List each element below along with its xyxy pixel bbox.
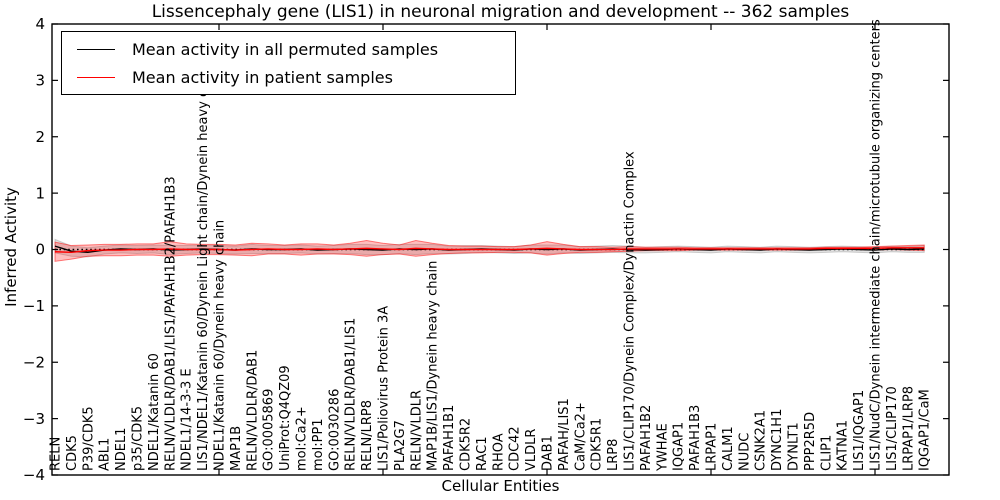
x-tick-label: CDC42 xyxy=(508,426,523,471)
x-tick-label: LIS1/NudC/Dynein intermediate chain/micr… xyxy=(869,19,884,471)
x-tick-label: VLDLR xyxy=(524,429,539,471)
x-tick-label: IQGAP1/CaM xyxy=(918,389,933,471)
x-tick-label: LRPAP1 xyxy=(705,423,720,471)
x-axis-label: Cellular Entities xyxy=(441,477,560,495)
x-tick-label: PLA2G7 xyxy=(393,420,408,471)
legend-label-patient: Mean activity in patient samples xyxy=(132,67,393,87)
x-tick-label: LIS1/NDEL1/Katanin 60/Dynein Light chain… xyxy=(196,62,211,471)
x-tick-label: mol:Ca2+ xyxy=(295,406,310,471)
x-tick-label: PAFAH1B1 xyxy=(442,405,457,471)
x-tick-label: IQGAP1 xyxy=(672,422,687,471)
x-tick-label: LIS1/Poliovirus Protein 3A xyxy=(377,306,392,471)
x-tick-label: LIS1/IQGAP1 xyxy=(852,390,867,471)
x-tick-label: PAFAH1B3 xyxy=(688,405,703,471)
x-tick-label: CLIP1 xyxy=(819,435,834,471)
x-tick-label: UniProt:Q4QZ09 xyxy=(278,365,293,471)
x-tick-label: DYNC1H1 xyxy=(770,409,785,471)
x-tick-label: CSNK2A1 xyxy=(754,410,769,471)
legend-item-patient: Mean activity in patient samples xyxy=(62,64,515,90)
x-tick-label: CaM/Ca2+ xyxy=(573,402,588,471)
x-tick-label: RAC1 xyxy=(475,436,490,471)
x-tick-label: mol:PP1 xyxy=(311,418,326,471)
x-tick-label: DAB1 xyxy=(541,435,556,471)
y-tick-label: 4 xyxy=(35,15,45,33)
y-tick-label: −3 xyxy=(23,410,45,428)
legend-item-permuted: Mean activity in all permuted samples xyxy=(62,36,515,62)
x-tick-label: RELN/VLDLR/DAB1/LIS1/PAFAH1B2/PAFAH1B3 xyxy=(163,176,178,471)
x-tick-label: RELN/VLDLR xyxy=(409,390,424,471)
x-tick-label: GO:0030286 xyxy=(327,389,342,471)
y-tick-label: 0 xyxy=(35,241,45,259)
x-tick-label: CDK5R1 xyxy=(590,418,605,471)
legend-line-patient-icon xyxy=(77,76,115,78)
x-tick-label: PPP2R5D xyxy=(803,412,818,471)
x-tick-label: DYNLT1 xyxy=(787,422,802,471)
x-tick-label: NDEL1 xyxy=(114,428,129,471)
x-tick-label: MAP1B/LIS1/Dynein heavy chain xyxy=(426,261,441,471)
patient-mean-line xyxy=(54,247,925,254)
x-tick-label: LRPAP1/LRP8 xyxy=(901,386,916,471)
legend-label-permuted: Mean activity in all permuted samples xyxy=(132,39,439,59)
x-tick-label: GO:0005869 xyxy=(262,389,277,471)
y-tick-label: −1 xyxy=(23,297,45,315)
x-tick-label: CDK5R2 xyxy=(459,418,474,471)
x-tick-label: ABL1 xyxy=(98,438,113,471)
x-tick-label: KATNA1 xyxy=(836,420,851,471)
x-tick-label: PAFAH1B2 xyxy=(639,405,654,471)
chart-title: Lissencephaly gene (LIS1) in neuronal mi… xyxy=(151,2,850,22)
patient-std-band xyxy=(54,239,925,262)
y-tick-label: 2 xyxy=(35,128,45,146)
x-tick-label: NDEL1/Katanin 60/Dynein heavy chain xyxy=(213,220,228,471)
x-tick-label: LRP8 xyxy=(606,439,621,471)
y-tick-label: −2 xyxy=(23,353,45,371)
x-tick-label: RHOA xyxy=(491,433,506,471)
legend: Mean activity in all permuted samples Me… xyxy=(61,31,516,95)
x-tick-label: P39/CDK5 xyxy=(81,406,96,471)
permuted-std-band xyxy=(54,238,925,258)
x-tick-label: p35/CDK5 xyxy=(131,406,146,471)
x-tick-label: RELN/VLDLR/DAB1 xyxy=(245,350,260,471)
x-tick-label: LIS1/CLIP170 xyxy=(885,386,900,471)
y-tick-label: 1 xyxy=(35,184,45,202)
x-tick-label: NDEL1/14-3-3 E xyxy=(180,368,195,471)
x-tick-label: NDEL1/Katanin 60 xyxy=(147,353,162,471)
x-tick-label: CALM1 xyxy=(721,426,736,471)
x-tick-label: RELN xyxy=(49,437,64,471)
y-tick-label: −4 xyxy=(23,466,45,484)
x-tick-label: PAFAH/LIS1 xyxy=(557,398,572,471)
x-tick-label: MAP1B xyxy=(229,426,244,471)
x-tick-label: YWHAE xyxy=(655,423,670,472)
legend-line-permuted-icon xyxy=(77,48,115,50)
x-tick-label: RELN/VLDLR/DAB1/LIS1 xyxy=(344,318,359,471)
x-tick-label: CDK5 xyxy=(65,435,80,471)
x-tick-label: RELN/LRP8 xyxy=(360,400,375,471)
x-tick-label: NUDC xyxy=(737,433,752,471)
y-tick-label: 3 xyxy=(35,72,45,90)
x-tick-label: LIS1/CLIP170/Dynein Complex/Dynactin Com… xyxy=(623,151,638,471)
